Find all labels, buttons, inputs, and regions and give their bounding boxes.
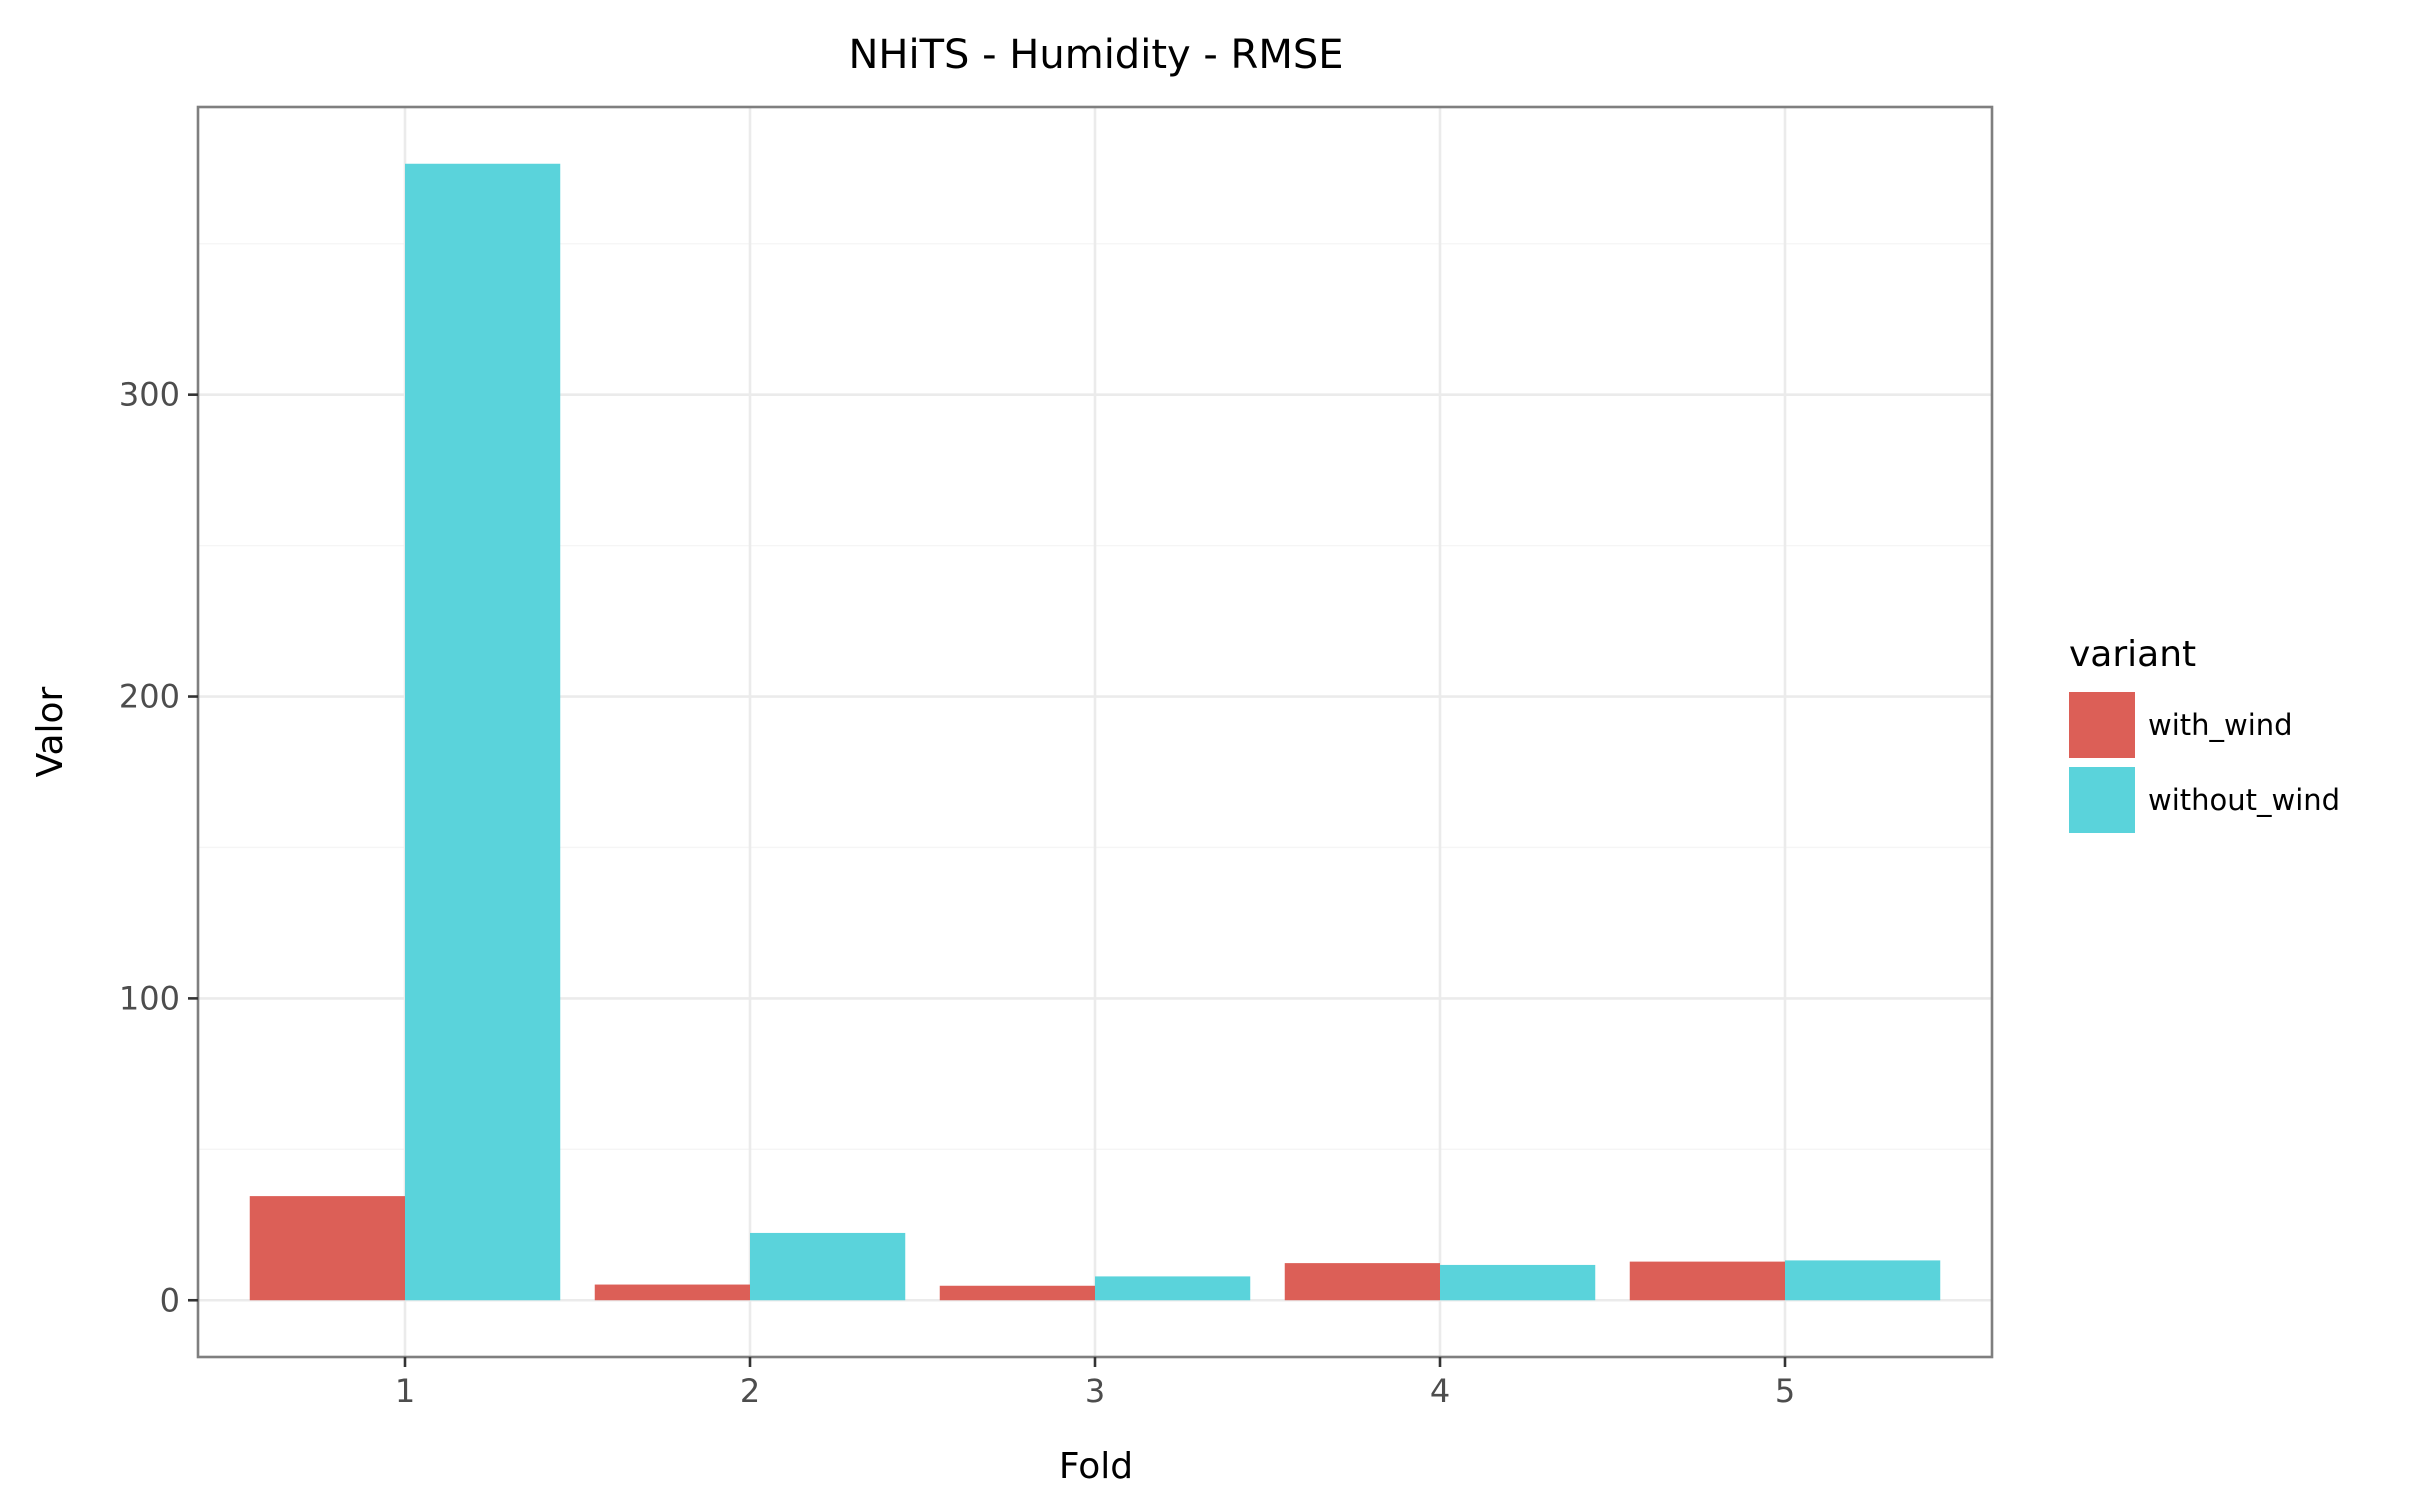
bar-without-wind-fold-5 (1785, 1260, 1941, 1301)
x-tick-label: 1 (395, 1372, 415, 1410)
bar-with-wind-fold-5 (1629, 1261, 1785, 1301)
bar-without-wind-fold-1 (405, 163, 561, 1301)
y-tick-label: 200 (119, 678, 180, 716)
axis-ticks: 0 100 200 300 1 2 3 4 5 (119, 376, 1795, 1410)
legend-key-with-wind (2069, 692, 2135, 758)
x-tick-label: 5 (1775, 1372, 1795, 1410)
x-tick-label: 3 (1085, 1372, 1105, 1410)
legend-key-without-wind (2069, 767, 2135, 833)
bar-without-wind-fold-4 (1440, 1264, 1596, 1301)
legend-title: variant (2069, 634, 2196, 675)
x-tick-label: 2 (740, 1372, 760, 1410)
bar-with-wind-fold-2 (594, 1284, 750, 1301)
bar-without-wind-fold-2 (750, 1232, 906, 1301)
legend-label-with-wind: with_wind (2148, 708, 2293, 742)
legend-label-without-wind: without_wind (2148, 783, 2340, 817)
bar-with-wind-fold-1 (249, 1196, 405, 1301)
legend: variant with_wind without_wind (2069, 634, 2340, 833)
bar-without-wind-fold-3 (1095, 1276, 1251, 1301)
x-tick-label: 4 (1430, 1372, 1450, 1410)
bar-with-wind-fold-4 (1284, 1263, 1440, 1301)
x-axis-title: Fold (1059, 1446, 1133, 1487)
bar-with-wind-fold-3 (939, 1285, 1095, 1301)
bars (249, 163, 1941, 1301)
y-tick-label: 300 (119, 376, 180, 414)
chart-title: NHiTS - Humidity - RMSE (849, 32, 1344, 78)
y-tick-label: 0 (160, 1281, 180, 1319)
y-tick-label: 100 (119, 979, 180, 1017)
y-axis-title: Valor (30, 686, 71, 777)
